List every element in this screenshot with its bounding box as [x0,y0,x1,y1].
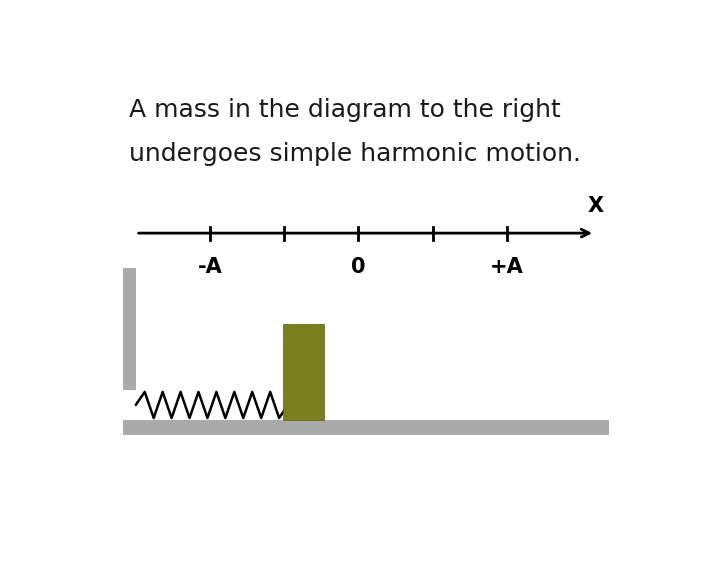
Text: +A: +A [490,257,523,277]
Text: 0: 0 [351,257,366,277]
Text: undergoes simple harmonic motion.: undergoes simple harmonic motion. [129,142,581,166]
Text: X: X [588,195,604,216]
Bar [124,420,609,436]
Text: A mass in the diagram to the right: A mass in the diagram to the right [129,98,561,122]
Bar [282,324,324,420]
Bar [124,268,136,390]
Text: -A: -A [197,257,222,277]
